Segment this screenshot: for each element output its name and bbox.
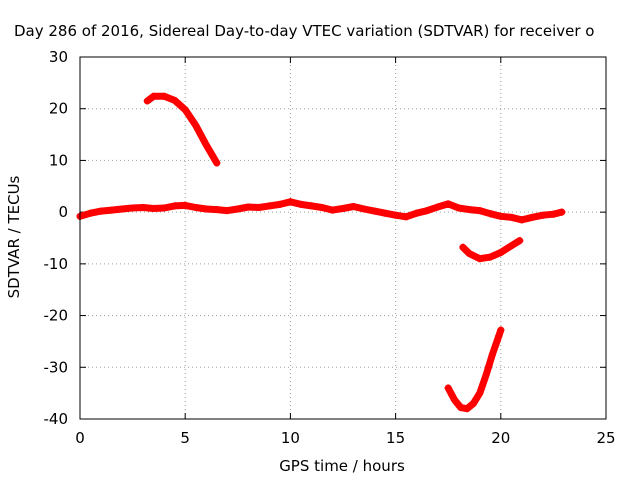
data-point <box>486 210 494 218</box>
data-point <box>160 204 168 212</box>
data-point <box>307 202 315 210</box>
x-tick-label: 15 <box>386 429 405 447</box>
data-point <box>286 198 294 206</box>
y-tick-label: 20 <box>49 100 68 118</box>
axis-ticks: 0 5 10 15 20 25 30 20 10 0 -10 -20 -30 -40 <box>44 48 616 447</box>
data-point <box>518 216 526 224</box>
data-point <box>192 121 200 129</box>
data-point <box>350 202 358 210</box>
data-point <box>497 248 505 256</box>
data-series <box>76 92 566 413</box>
data-point <box>539 211 547 219</box>
chart-title: Day 286 of 2016, Sidereal Day-to-day VTE… <box>14 22 594 40</box>
y-tick-label: 0 <box>58 203 68 221</box>
data-point <box>171 202 179 210</box>
data-point <box>457 404 465 412</box>
data-point <box>234 205 242 213</box>
y-tick-label: -20 <box>44 307 69 325</box>
data-point <box>150 205 158 213</box>
y-tick-label: 30 <box>49 48 68 66</box>
data-point <box>549 210 557 218</box>
y-tick-label: -10 <box>44 255 69 273</box>
data-point <box>434 203 442 211</box>
data-point <box>516 237 524 245</box>
data-point <box>118 205 126 213</box>
data-point <box>139 203 147 211</box>
data-point <box>181 201 189 209</box>
data-point <box>413 209 421 217</box>
data-point <box>497 326 505 334</box>
data-point <box>213 206 221 214</box>
data-point <box>497 212 505 220</box>
data-point <box>143 97 151 105</box>
data-point <box>528 213 536 221</box>
x-tick-label: 25 <box>596 429 615 447</box>
data-point <box>463 405 471 413</box>
data-point <box>444 384 452 392</box>
data-point <box>213 159 221 167</box>
data-point <box>318 203 326 211</box>
data-point <box>455 204 463 212</box>
data-point <box>202 141 210 149</box>
x-axis-label: GPS time / hours <box>279 457 405 475</box>
data-point <box>108 206 116 214</box>
series-arc-2 <box>459 237 524 263</box>
data-point <box>459 243 467 251</box>
y-axis-label: SDTVAR / TECUs <box>5 175 23 298</box>
x-tick-label: 5 <box>180 429 190 447</box>
data-point <box>360 205 368 213</box>
y-tick-label: -30 <box>44 358 69 376</box>
data-point <box>486 253 494 261</box>
series-line <box>444 326 505 413</box>
data-point <box>482 371 490 379</box>
data-point <box>223 207 231 215</box>
data-point <box>495 332 503 340</box>
x-tick-label: 10 <box>281 429 300 447</box>
series-line <box>143 92 221 167</box>
data-point <box>244 203 252 211</box>
data-point <box>192 203 200 211</box>
data-point <box>339 205 347 213</box>
x-tick-label: 20 <box>491 429 510 447</box>
data-point <box>328 206 336 214</box>
data-point <box>451 396 459 404</box>
data-point <box>558 208 566 216</box>
data-point <box>476 389 484 397</box>
series-arc-3 <box>444 326 505 413</box>
data-point <box>129 204 137 212</box>
data-point <box>469 399 477 407</box>
data-point <box>255 203 263 211</box>
data-point <box>392 211 400 219</box>
data-point <box>171 96 179 104</box>
data-point <box>87 209 95 217</box>
data-point <box>423 207 431 215</box>
data-point <box>265 202 273 210</box>
data-point <box>181 106 189 114</box>
data-point <box>381 209 389 217</box>
x-tick-label: 0 <box>75 429 85 447</box>
data-point <box>488 350 496 358</box>
plot-frame <box>79 56 607 420</box>
data-point <box>297 200 305 208</box>
data-point <box>150 92 158 100</box>
y-tick-label: -40 <box>44 410 69 428</box>
data-point <box>97 207 105 215</box>
data-point <box>507 242 515 250</box>
series-arc-1 <box>143 92 221 167</box>
data-point <box>465 206 473 214</box>
data-point <box>465 250 473 258</box>
y-tick-label: 10 <box>49 151 68 169</box>
data-point <box>476 207 484 215</box>
grid-lines <box>80 57 606 419</box>
data-point <box>507 213 515 221</box>
data-point <box>371 207 379 215</box>
data-point <box>202 205 210 213</box>
data-point <box>476 255 484 263</box>
data-point <box>276 200 284 208</box>
series-main <box>76 198 566 224</box>
data-point <box>402 213 410 221</box>
data-point <box>160 92 168 100</box>
data-point <box>444 200 452 208</box>
